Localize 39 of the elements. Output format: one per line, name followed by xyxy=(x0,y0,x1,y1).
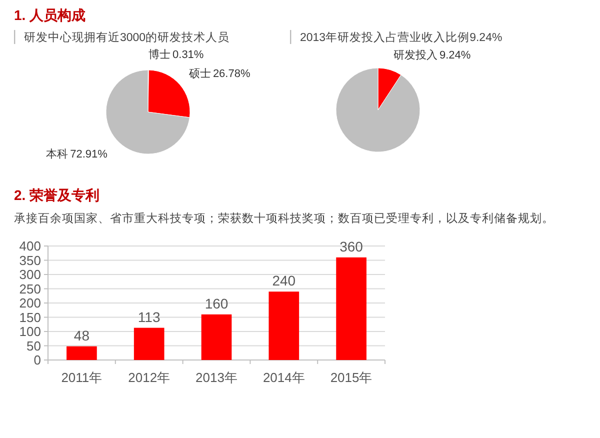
data-label: 72.91% xyxy=(70,148,108,161)
data-label: 360 xyxy=(340,238,364,254)
y-tick-label: 150 xyxy=(19,310,41,325)
x-tick-label: 2012年 xyxy=(128,370,170,385)
chart-title: 2. 荣誉及专利 xyxy=(14,187,100,203)
data-label: 9.24% xyxy=(439,49,471,62)
data-label: 0.31% xyxy=(172,49,204,62)
data-label: 113 xyxy=(138,308,160,325)
data-label: 48 xyxy=(74,327,90,344)
data-label: 240 xyxy=(272,272,296,289)
x-tick-label: 2015年 xyxy=(330,370,372,385)
data-label: 160 xyxy=(204,295,228,312)
chart-subtitle: 研发中心现拥有近3000的研发技术人员 xyxy=(24,30,230,44)
x-tick-label: 2013年 xyxy=(196,370,238,385)
slice-label: 博士 xyxy=(148,48,171,62)
y-tick-label: 100 xyxy=(19,324,41,339)
y-tick-label: 250 xyxy=(19,281,41,296)
slice-label: 研发投入 xyxy=(393,48,438,62)
chart-subtitle: 2013年研发投入占营业收入比例9.24% xyxy=(300,30,502,44)
y-tick-label: 350 xyxy=(19,252,41,268)
data-label: 26.78% xyxy=(212,68,250,80)
slice-label: 硕士 xyxy=(188,66,211,80)
chart-subtitle: 承接百余项国家、省市重大科技专项；荣获数十项科技奖项；数百项已受理专利，以及专利储备规划。 xyxy=(14,211,554,225)
bar xyxy=(134,328,164,360)
bar xyxy=(268,292,300,360)
pie-slice xyxy=(106,70,190,154)
y-tick-label: 200 xyxy=(19,296,41,310)
bar xyxy=(336,257,366,360)
x-tick-label: 2014年 xyxy=(262,370,305,385)
bar xyxy=(66,346,97,360)
y-tick-label: 300 xyxy=(19,267,41,282)
pie-slice xyxy=(336,68,420,152)
y-tick-label: 400 xyxy=(19,238,41,254)
slice-label: 本科 xyxy=(46,148,68,161)
y-tick-label: 0 xyxy=(34,352,41,368)
bar xyxy=(201,314,232,360)
y-tick-label: 50 xyxy=(26,338,41,354)
chart-title: 1. 人员构成 xyxy=(14,7,86,23)
x-tick-label: 2011年 xyxy=(61,370,102,385)
